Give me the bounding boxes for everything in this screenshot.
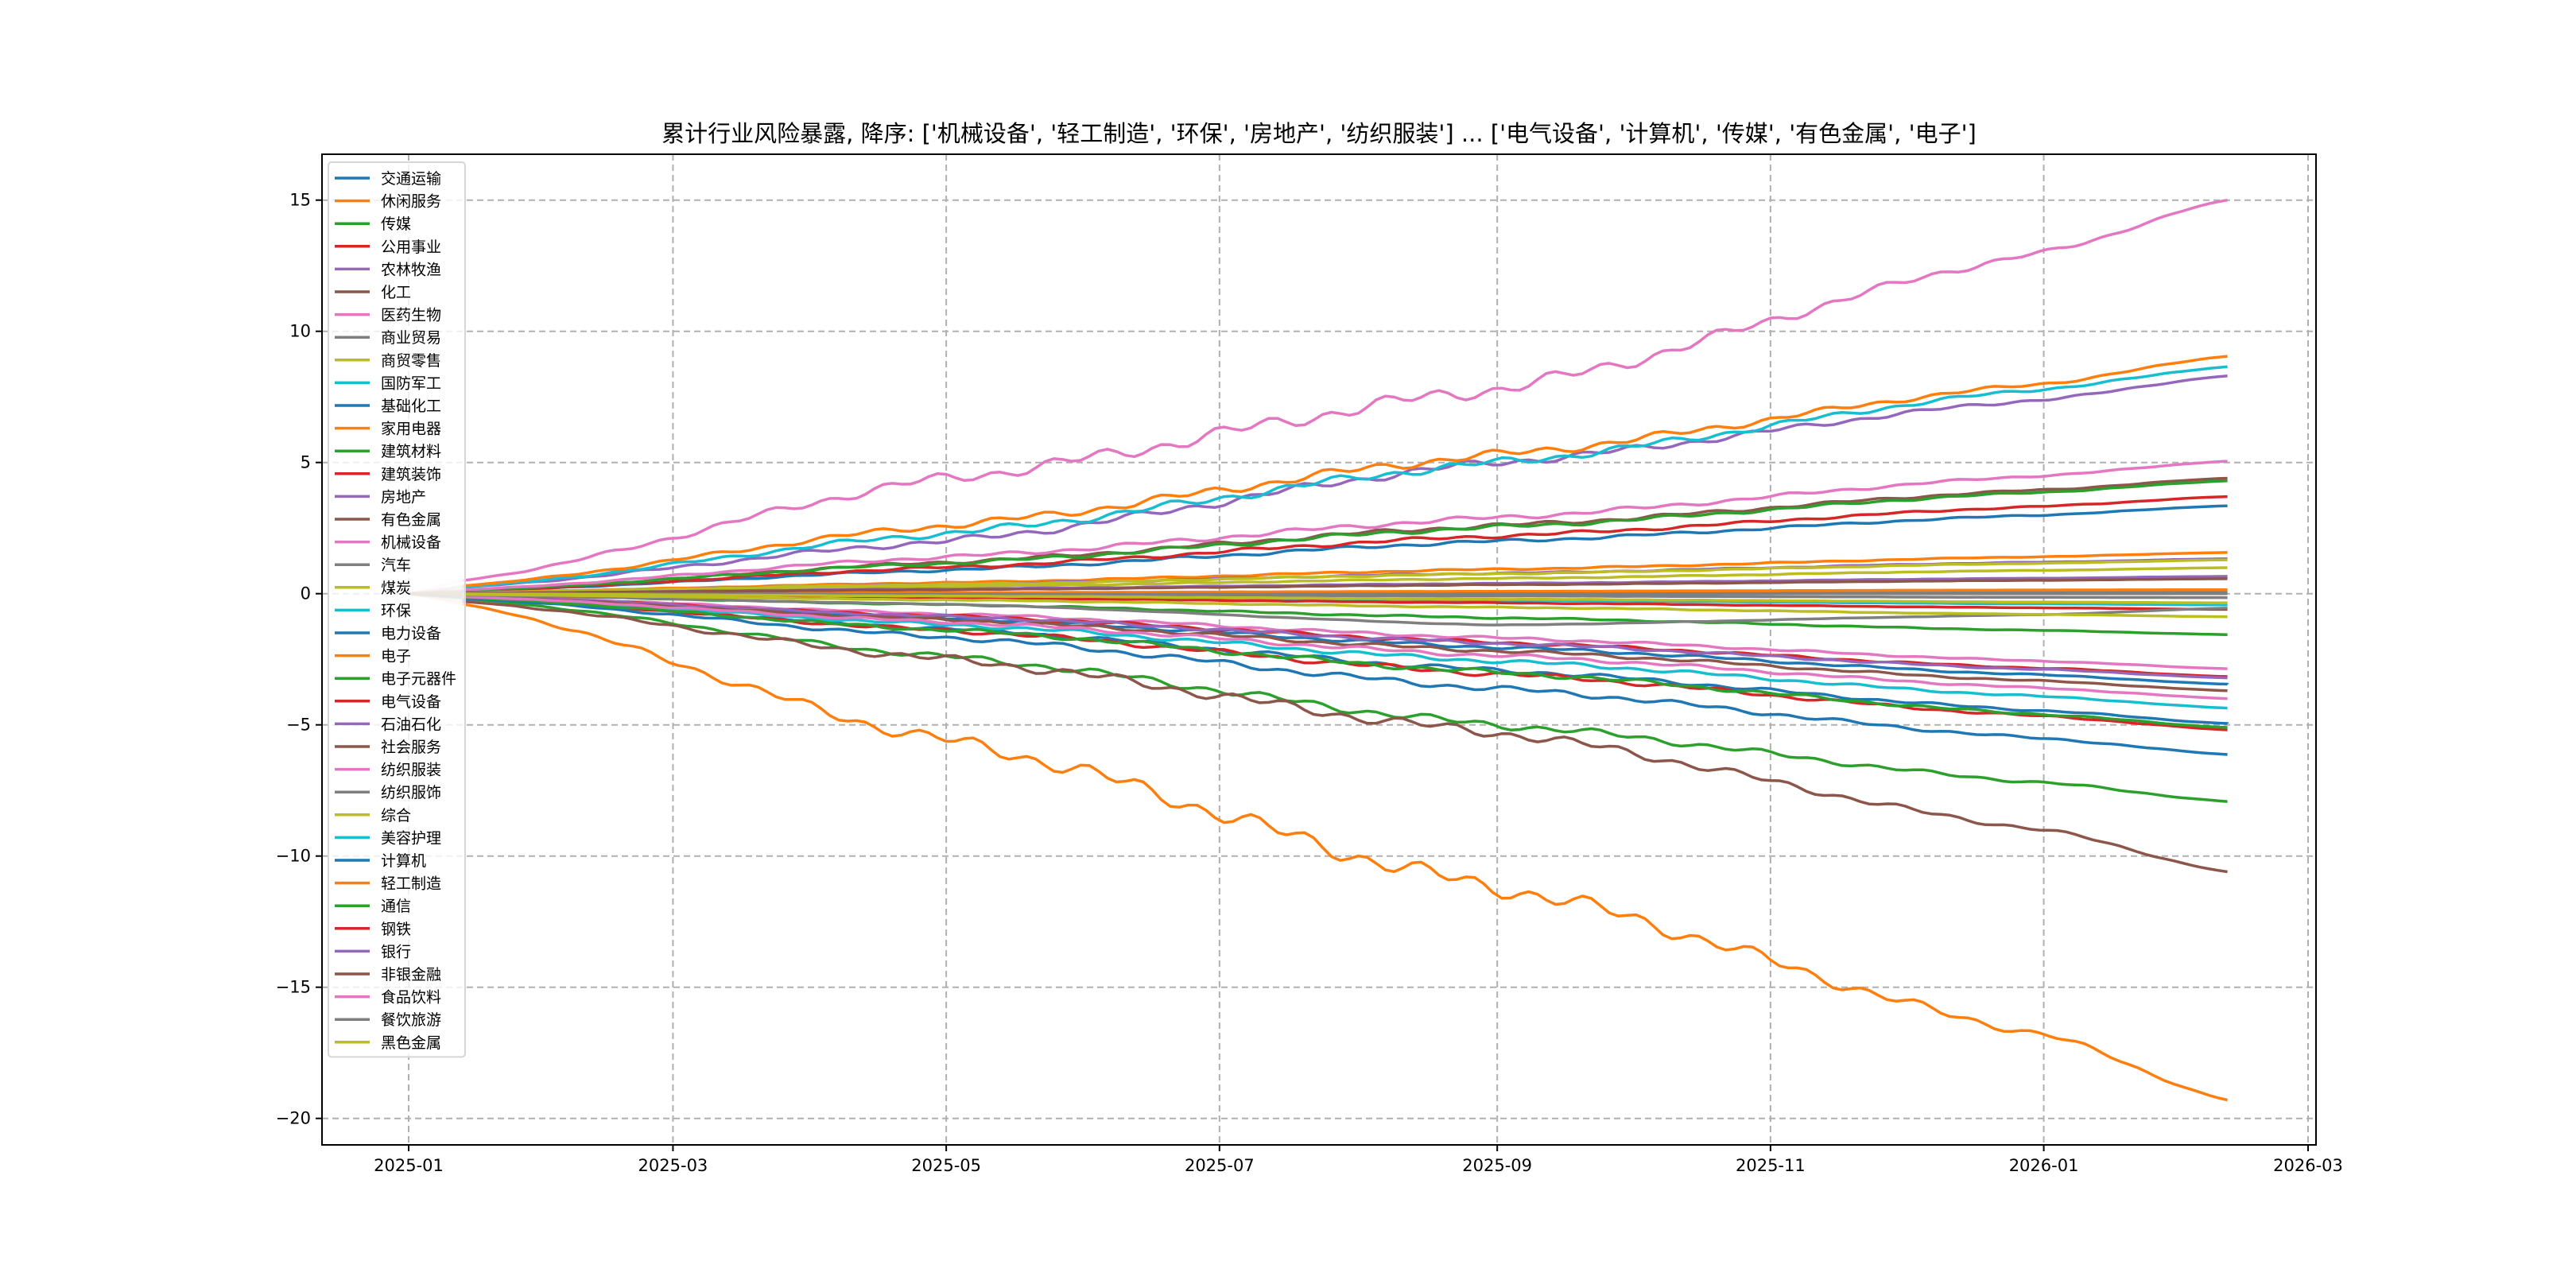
legend-label: 社会服务 — [381, 739, 441, 756]
legend-label: 美容护理 — [381, 829, 441, 847]
legend-label: 计算机 — [381, 852, 426, 870]
legend-label: 机械设备 — [381, 534, 441, 552]
y-tick-label: −10 — [276, 847, 311, 866]
legend-label: 有色金属 — [381, 511, 441, 529]
series-line — [462, 596, 2228, 710]
series-line — [462, 592, 2228, 605]
y-axis: −20 −15 −10 −5 0 5 10 15 — [276, 191, 322, 1128]
y-tick-label: 0 — [301, 584, 311, 603]
y-tick-label: 15 — [289, 191, 311, 210]
series-line — [462, 596, 2228, 756]
series-line — [462, 355, 2228, 588]
x-axis: 2025-01 2025-03 2025-05 2025-07 2025-09 2025-… — [374, 1145, 2343, 1175]
legend-label: 建筑装饰 — [381, 466, 441, 483]
legend-label: 食品饮料 — [381, 989, 441, 1007]
series-line — [462, 595, 2228, 700]
series-line — [462, 595, 2228, 692]
legend-label: 电力设备 — [381, 625, 441, 642]
y-tick-label: −5 — [286, 716, 311, 735]
series-line — [462, 599, 2228, 874]
chart-title: 累计行业风险暴露, 降序: ['机械设备', '轻工制造', '环保', '房地… — [661, 120, 1977, 147]
legend-label: 电气设备 — [381, 693, 441, 711]
legend-label: 电子 — [381, 648, 411, 665]
legend-label: 建筑材料 — [381, 443, 441, 460]
legend-label: 石油石化 — [381, 716, 441, 733]
legend-label: 基础化工 — [381, 398, 441, 415]
series-line — [462, 504, 2228, 593]
series-line — [462, 495, 2228, 593]
series-line — [462, 479, 2228, 592]
plot-frame — [321, 153, 2317, 1146]
series-line — [462, 198, 2228, 582]
x-tick-label: 2026-01 — [2009, 1156, 2079, 1175]
series-line — [462, 577, 2228, 595]
legend-label: 电子元器件 — [381, 670, 456, 688]
y-tick-label: 10 — [289, 322, 311, 341]
series-line — [462, 596, 2228, 729]
legend-label: 房地产 — [381, 488, 426, 506]
legend-label: 家用电器 — [381, 421, 441, 438]
series-lines — [408, 198, 2229, 1102]
legend-label: 商贸零售 — [381, 352, 441, 370]
y-tick-label: −15 — [276, 978, 311, 997]
series-line — [462, 594, 2228, 670]
legend-box — [328, 161, 466, 1058]
legend-label: 汽车 — [381, 557, 411, 574]
legend-label: 传媒 — [381, 215, 411, 233]
legend-label: 银行 — [381, 943, 411, 960]
legend-label: 交通运输 — [381, 170, 441, 188]
legend-label: 通信 — [381, 898, 411, 915]
x-tick-label: 2025-07 — [1185, 1156, 1255, 1175]
y-tick-label: −20 — [276, 1109, 311, 1128]
legend-label: 钢铁 — [381, 921, 411, 938]
series-line — [462, 566, 2228, 595]
x-tick-label: 2026-03 — [2273, 1156, 2343, 1175]
series-line — [462, 365, 2228, 589]
legend-label: 医药生物 — [381, 307, 441, 324]
legend-label: 综合 — [381, 807, 411, 824]
legend-label: 餐饮旅游 — [381, 1011, 441, 1029]
legend-label: 公用事业 — [381, 239, 441, 256]
legend-label: 商业贸易 — [381, 329, 441, 347]
legend-label: 环保 — [381, 602, 411, 619]
legend-label: 化工 — [381, 284, 411, 301]
y-tick-label: 5 — [301, 453, 311, 472]
legend-label: 非银金融 — [381, 966, 441, 983]
series-line — [462, 374, 2228, 589]
legend-label: 国防军工 — [381, 374, 441, 392]
x-tick-label: 2025-05 — [911, 1156, 981, 1175]
legend-label: 轻工制造 — [381, 875, 441, 893]
x-tick-label: 2025-11 — [1736, 1156, 1806, 1175]
legend-label: 煤炭 — [381, 580, 411, 597]
x-tick-label: 2025-01 — [374, 1156, 444, 1175]
legend-label: 农林牧渔 — [381, 261, 441, 278]
series-line — [462, 592, 2228, 619]
series-line — [462, 603, 2228, 1102]
legend-label: 纺织服装 — [381, 762, 441, 779]
series-line — [462, 593, 2228, 627]
series-line — [462, 460, 2228, 592]
legend-label: 休闲服务 — [381, 193, 441, 211]
x-tick-label: 2025-09 — [1462, 1156, 1532, 1175]
legend: 交通运输休闲服务传媒公用事业农林牧渔化工医药生物商业贸易商贸零售国防军工基础化工… — [328, 161, 466, 1058]
legend-label: 黑色金属 — [381, 1034, 441, 1052]
series-line — [462, 597, 2228, 803]
legend-label: 纺织服饰 — [381, 784, 441, 801]
x-tick-label: 2025-03 — [638, 1156, 708, 1175]
